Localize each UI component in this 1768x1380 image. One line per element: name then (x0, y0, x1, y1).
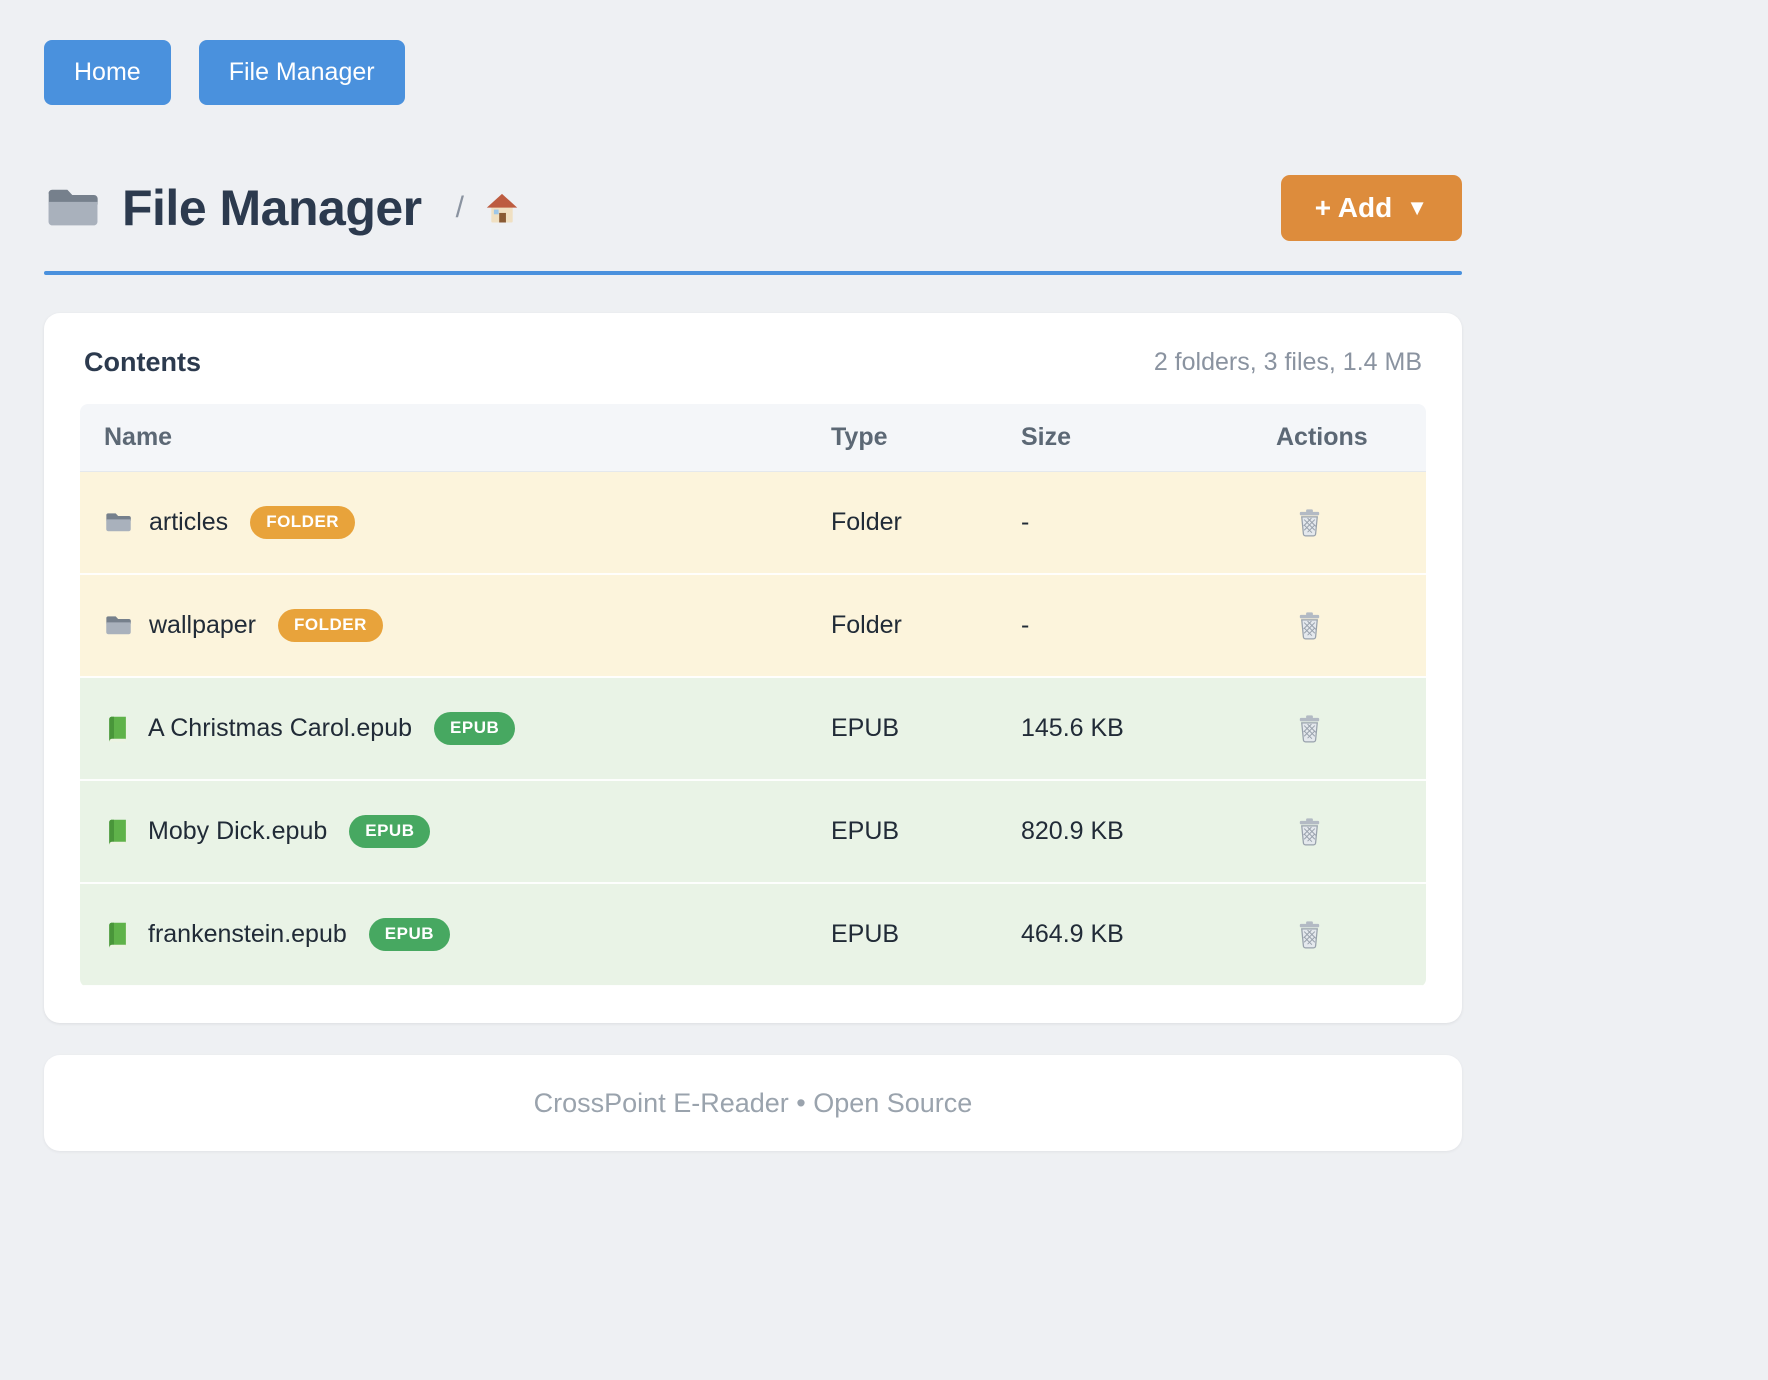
type-cell: Folder (831, 574, 1021, 678)
folder-badge: FOLDER (250, 506, 356, 539)
file-name[interactable]: A Christmas Carol.epub (148, 714, 413, 742)
file-name[interactable]: frankenstein.epub (148, 920, 347, 948)
top-nav: Home File Manager (44, 40, 1462, 105)
column-header-size: Size (1021, 404, 1276, 472)
page-title: File Manager (122, 180, 422, 236)
header-divider (44, 271, 1462, 275)
book-icon (104, 818, 132, 846)
file-manager-button[interactable]: File Manager (198, 40, 405, 105)
home-icon[interactable] (484, 191, 520, 232)
trash-icon (1299, 921, 1320, 949)
table-header: Name Type Size Actions (80, 404, 1426, 472)
page: Home File Manager File Manager / (44, 0, 1462, 1151)
trash-icon (1299, 612, 1320, 640)
footer-text: CrossPoint E-Reader • Open Source (533, 1087, 973, 1118)
size-cell: 820.9 KB (1021, 780, 1276, 884)
add-button-label: + Add (1314, 192, 1393, 223)
contents-heading: Contents (84, 347, 201, 377)
column-header-name: Name (80, 404, 831, 472)
footer: CrossPoint E-Reader • Open Source (44, 1055, 1462, 1151)
home-button[interactable]: Home (44, 40, 171, 105)
file-name[interactable]: articles (149, 508, 229, 536)
delete-button[interactable] (1276, 507, 1325, 538)
chevron-down-icon: ▼ (1406, 195, 1428, 220)
contents-summary: 2 folders, 3 files, 1.4 MB (1153, 348, 1422, 376)
delete-button[interactable] (1276, 816, 1325, 847)
epub-badge: EPUB (368, 918, 450, 951)
folder-icon (44, 179, 102, 237)
title-group: File Manager / (44, 179, 520, 237)
breadcrumb-separator: / (455, 191, 464, 224)
file-name[interactable]: Moby Dick.epub (148, 817, 328, 845)
page-header: File Manager / + Add ▼ (44, 175, 1462, 241)
delete-button[interactable] (1276, 713, 1325, 744)
contents-card: Contents 2 folders, 3 files, 1.4 MB Name… (44, 313, 1462, 1023)
trash-icon (1299, 715, 1320, 743)
book-icon (104, 715, 132, 743)
file-name[interactable]: wallpaper (149, 611, 257, 639)
trash-icon (1299, 818, 1320, 846)
delete-button[interactable] (1276, 919, 1325, 950)
column-header-actions: Actions (1276, 404, 1426, 472)
epub-badge: EPUB (349, 815, 431, 848)
type-cell: Folder (831, 471, 1021, 575)
folder-badge: FOLDER (278, 609, 383, 642)
trash-icon (1299, 509, 1320, 537)
add-button[interactable]: + Add ▼ (1280, 175, 1462, 241)
column-header-type: Type (831, 404, 1021, 472)
table-row[interactable]: Moby Dick.epub EPUB EPUB 820.9 KB (80, 780, 1426, 884)
type-cell: EPUB (831, 780, 1021, 884)
size-cell: 145.6 KB (1021, 677, 1276, 781)
type-cell: EPUB (831, 883, 1021, 987)
size-cell: - (1021, 574, 1276, 678)
size-cell: 464.9 KB (1021, 883, 1276, 987)
epub-badge: EPUB (434, 712, 516, 745)
table-row[interactable]: wallpaper FOLDER Folder - (80, 574, 1426, 678)
delete-button[interactable] (1276, 610, 1325, 641)
size-cell: - (1021, 471, 1276, 575)
contents-header: Contents 2 folders, 3 files, 1.4 MB (80, 347, 1426, 404)
book-icon (104, 921, 132, 949)
table-row[interactable]: A Christmas Carol.epub EPUB EPUB 145.6 K… (80, 677, 1426, 781)
file-table: Name Type Size Actions (80, 404, 1426, 987)
table-row[interactable]: articles FOLDER Folder - (80, 471, 1426, 575)
folder-icon (104, 508, 133, 537)
type-cell: EPUB (831, 677, 1021, 781)
folder-icon (104, 611, 133, 640)
table-row[interactable]: frankenstein.epub EPUB EPUB 464.9 KB (80, 883, 1426, 987)
